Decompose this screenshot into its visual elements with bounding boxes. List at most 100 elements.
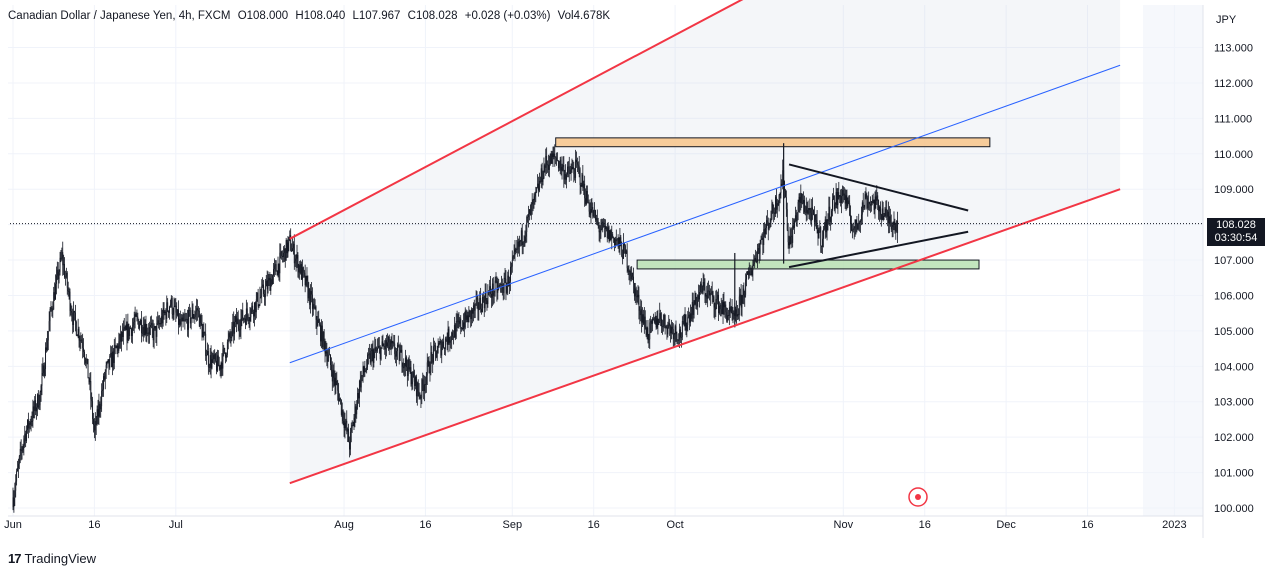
candle-body — [140, 319, 141, 325]
candle-body — [362, 366, 364, 376]
price-tick-label: 111.000 — [1214, 113, 1252, 125]
candle-body — [843, 193, 845, 196]
candle-body — [633, 283, 635, 297]
candle-body — [548, 164, 550, 170]
candle-body — [729, 307, 731, 312]
candle-body — [488, 292, 490, 293]
candle-body — [254, 302, 255, 317]
candle-body — [266, 280, 268, 290]
candle-body — [83, 347, 85, 352]
candle-body — [241, 310, 243, 319]
candle-body — [730, 307, 732, 312]
candle-body — [68, 291, 70, 293]
candle-body — [846, 195, 848, 207]
candle-body — [113, 344, 115, 363]
candle-body — [470, 310, 472, 319]
candle-body — [557, 160, 558, 162]
candle-body — [264, 286, 266, 298]
candle-body — [883, 215, 885, 220]
candle-body — [595, 210, 596, 221]
candle-body — [765, 227, 766, 235]
candle-body — [226, 342, 228, 355]
candle-body — [332, 369, 334, 382]
candle-body — [61, 252, 63, 259]
candle-body — [128, 323, 130, 336]
symbol-name[interactable]: Canadian Dollar / Japanese Yen, 4h, FXCM — [8, 10, 231, 22]
candle-body — [204, 332, 206, 334]
candle-body — [166, 302, 168, 319]
candles-layer — [12, 143, 899, 513]
candle-body — [20, 448, 22, 451]
candle-body — [47, 331, 49, 341]
candle-body — [485, 292, 487, 301]
candle-body — [870, 204, 871, 206]
candle-body — [820, 227, 822, 246]
candle-body — [209, 355, 211, 368]
candle-body — [123, 327, 125, 329]
candle-body — [71, 312, 73, 317]
candle-body — [788, 242, 790, 246]
candle-body — [827, 219, 829, 221]
candle-body — [832, 199, 833, 211]
candle-body — [860, 214, 862, 221]
go-to-realtime-icon[interactable] — [908, 487, 928, 507]
candle-body — [726, 312, 728, 321]
candle-body — [604, 225, 605, 227]
candle-body — [139, 324, 141, 329]
candle-body — [65, 276, 66, 278]
symbol-legend: Canadian Dollar / Japanese Yen, 4h, FXCM… — [8, 10, 614, 22]
candle-body — [197, 310, 199, 312]
candle-body — [76, 335, 78, 337]
candle-body — [24, 433, 26, 439]
candle-body — [282, 255, 283, 258]
candle-body — [500, 284, 502, 286]
candle-body — [186, 318, 188, 320]
candle-body — [333, 369, 335, 378]
candle-body — [573, 168, 575, 175]
time-tick-label: Jul — [169, 519, 183, 531]
candle-body — [146, 333, 148, 334]
price-tick-label: 105.000 — [1214, 326, 1254, 338]
candle-body — [251, 305, 253, 310]
candle-body — [215, 353, 217, 361]
candle-body — [435, 350, 437, 358]
candle-body — [581, 174, 583, 187]
candle-body — [141, 333, 143, 334]
candle-body — [102, 389, 103, 391]
candle-body — [489, 286, 491, 293]
candle-body — [290, 235, 292, 251]
candle-body — [588, 203, 590, 212]
time-axis[interactable]: Jun 16 Jul Aug 16 Sep 16 Oct Nov 16 Dec 16 2023 — [4, 519, 1186, 531]
candle-body — [114, 344, 116, 347]
candle-body — [247, 314, 249, 320]
candle-body — [298, 265, 300, 273]
candle-body — [396, 351, 397, 357]
candle-body — [300, 264, 302, 274]
candle-body — [755, 257, 757, 261]
price-axis[interactable]: 100.000 101.000 102.000 103.000 104.000 105.0… — [1214, 43, 1254, 515]
candle-body — [880, 214, 882, 220]
candle-body — [320, 324, 321, 342]
candle-body — [174, 305, 176, 307]
time-tick-label: Aug — [334, 519, 354, 531]
candle-body — [369, 353, 371, 363]
candle-body — [803, 199, 804, 204]
tradingview-brand[interactable]: 17 TradingView — [8, 551, 96, 566]
candle-body — [82, 342, 84, 348]
candle-body — [156, 323, 158, 337]
candle-body — [560, 159, 562, 171]
candle-body — [28, 422, 30, 429]
candle-body — [737, 314, 739, 316]
candle-body — [733, 313, 735, 316]
candle-body — [279, 252, 281, 274]
candle-body — [754, 257, 756, 260]
candle-body — [500, 284, 501, 286]
candle-body — [354, 406, 356, 418]
candle-body — [50, 308, 52, 310]
candle-body — [108, 359, 110, 368]
price-tick-label: 109.000 — [1214, 184, 1254, 196]
candle-body — [194, 315, 196, 318]
candle-body — [170, 298, 172, 305]
candle-body — [460, 318, 462, 329]
